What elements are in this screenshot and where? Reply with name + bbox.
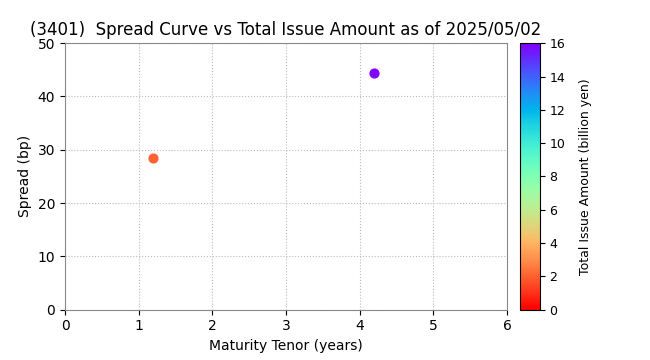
X-axis label: Maturity Tenor (years): Maturity Tenor (years)	[209, 339, 363, 353]
Point	[148, 155, 159, 161]
Y-axis label: Spread (bp): Spread (bp)	[18, 135, 32, 217]
Title: (3401)  Spread Curve vs Total Issue Amount as of 2025/05/02: (3401) Spread Curve vs Total Issue Amoun…	[31, 21, 541, 39]
Point	[369, 69, 380, 75]
Y-axis label: Total Issue Amount (billion yen): Total Issue Amount (billion yen)	[579, 78, 592, 275]
